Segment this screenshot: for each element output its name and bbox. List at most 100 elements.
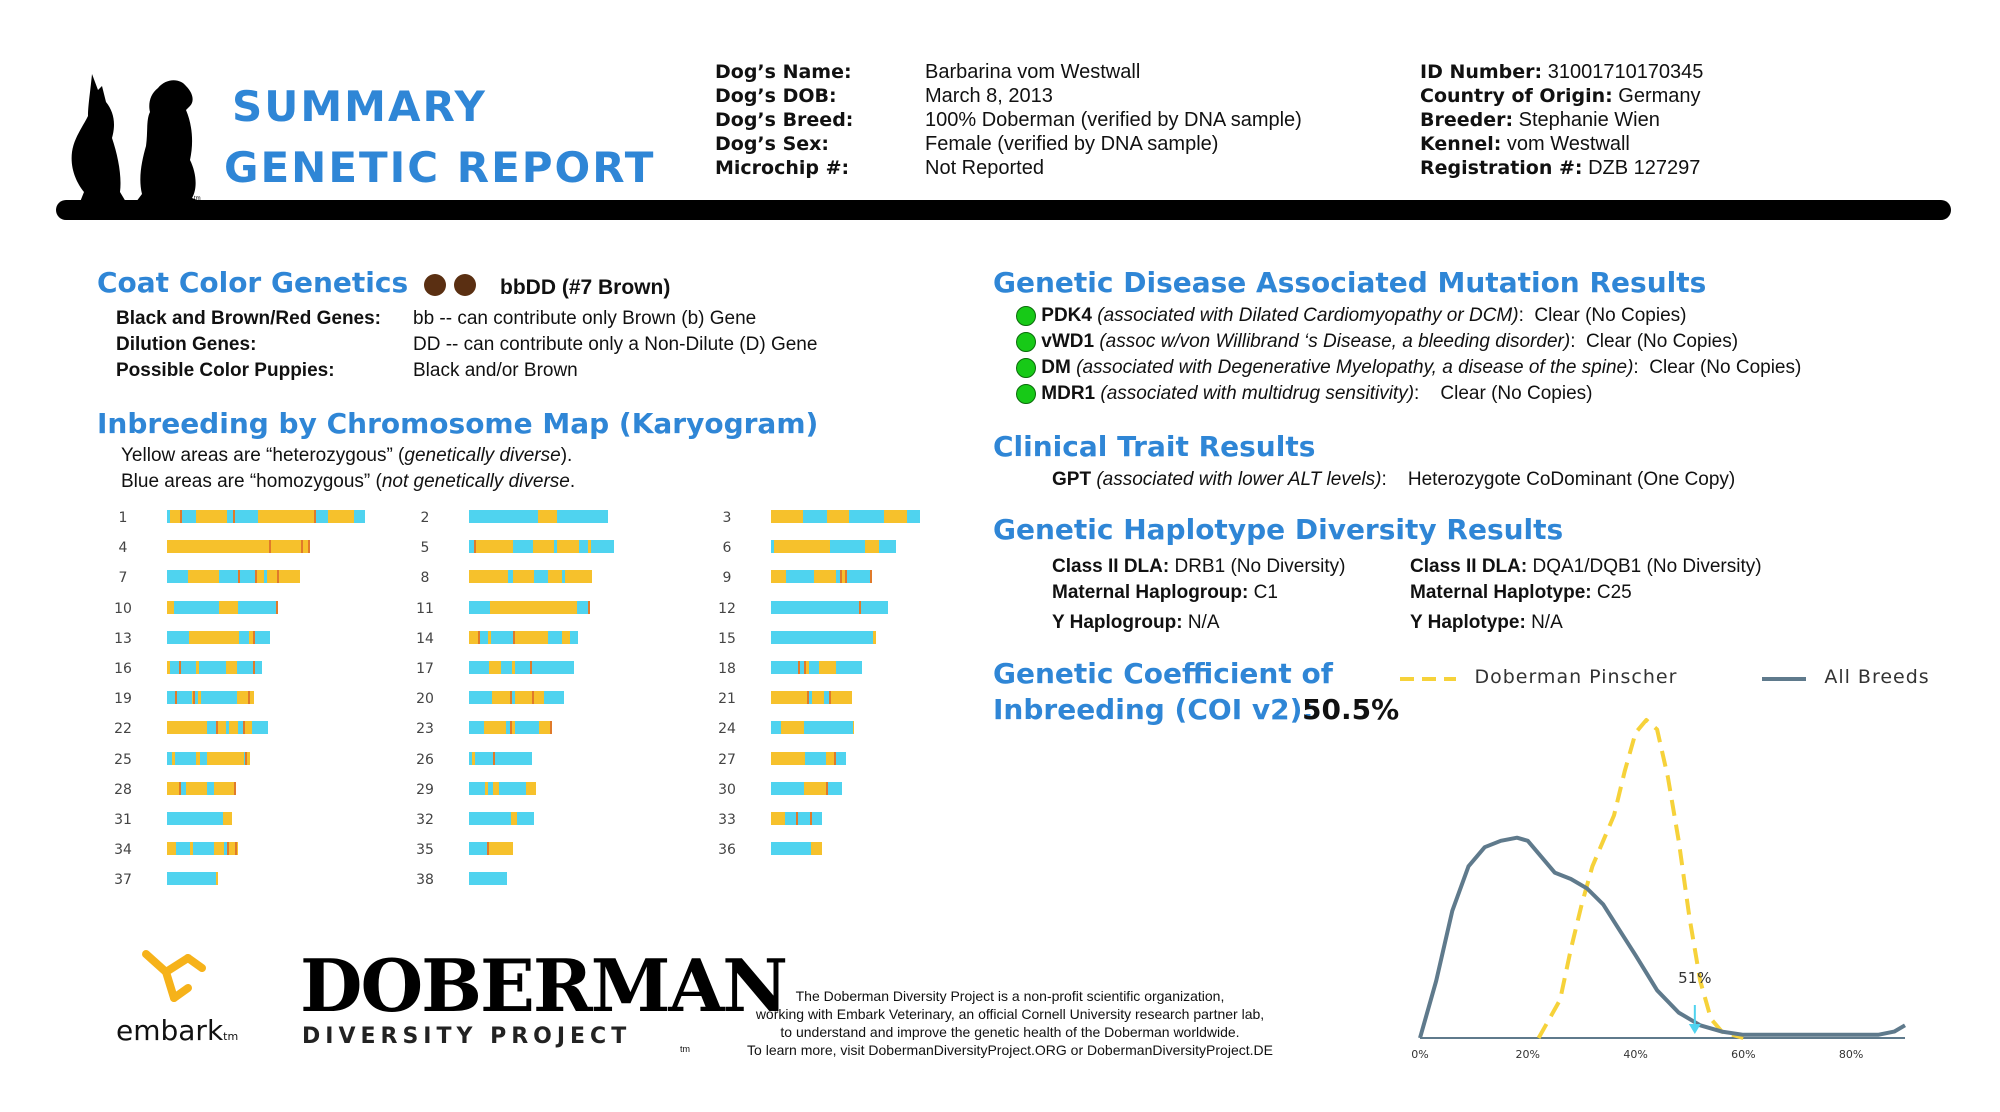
homozygous-segment xyxy=(191,812,201,825)
chromosome-bar xyxy=(167,691,254,705)
homozygous-segment xyxy=(167,812,191,825)
homozygous-segment xyxy=(809,691,812,705)
heterozygous-segment xyxy=(170,510,182,523)
heterozygous-segment xyxy=(790,751,794,765)
about-line: To learn more, visit DobermanDiversityPr… xyxy=(747,1042,1273,1058)
homozygous-segment xyxy=(803,510,808,523)
homozygous-segment xyxy=(573,510,591,523)
chromosome-bar xyxy=(771,570,872,584)
heterozygous-segment xyxy=(484,721,506,735)
homozygous-segment xyxy=(828,781,842,795)
homozygous-segment xyxy=(272,600,278,614)
homozygous-segment xyxy=(469,812,488,825)
heterozygous-segment xyxy=(806,661,809,674)
gene-name: MDR1 xyxy=(1041,383,1096,404)
homozygous-segment xyxy=(536,721,539,735)
chromosome-label: 8 xyxy=(420,570,430,587)
homozygous-segment xyxy=(469,781,478,795)
homozygous-segment xyxy=(473,842,489,856)
heterozygous-segment xyxy=(247,751,250,765)
x-tick-label: 60% xyxy=(1731,1048,1755,1061)
homozygous-segment xyxy=(871,600,888,614)
homozygous-segment xyxy=(508,570,513,584)
heterozygous-segment xyxy=(258,510,281,523)
gene-name: GPT xyxy=(1052,469,1092,490)
homozygous-segment xyxy=(907,510,920,523)
homozygous-segment xyxy=(469,540,476,554)
dog-info-values: Barbarina vom Westwall March 8, 2013 100… xyxy=(925,60,1302,180)
homozygous-segment xyxy=(591,510,608,523)
homozygous-segment xyxy=(255,661,262,674)
heterozygous-segment xyxy=(485,570,508,584)
homozygous-segment xyxy=(594,540,614,554)
heterozygous-segment xyxy=(172,751,175,765)
heterozygous-segment xyxy=(215,510,227,523)
homozygous-segment xyxy=(167,630,183,644)
heterozygous-segment xyxy=(267,570,279,584)
homozygous-segment xyxy=(252,721,268,735)
homozygous-segment xyxy=(244,751,247,765)
chromosome-bar xyxy=(771,842,822,856)
chromosome-label: 21 xyxy=(718,691,736,708)
doberman-logo-subtitle: DIVERSITY PROJECT xyxy=(302,1024,632,1049)
homozygous-segment xyxy=(808,510,827,523)
heterozygous-segment xyxy=(774,691,793,705)
heterozygous-segment xyxy=(529,630,536,644)
heterozygous-segment xyxy=(221,781,236,795)
legend-dashed-swatch xyxy=(1400,676,1456,681)
homozygous-segment xyxy=(771,661,786,674)
homozygous-segment xyxy=(475,600,490,614)
heterozygous-segment xyxy=(588,540,591,554)
homozygous-segment xyxy=(167,510,170,523)
clear-status-icon xyxy=(1016,331,1036,352)
homozygous-segment xyxy=(240,570,257,584)
disease-heading: Genetic Disease Associated Mutation Resu… xyxy=(993,266,1707,299)
chromosome-bar xyxy=(469,751,532,765)
homozygous-segment xyxy=(480,630,488,644)
chromosome-bar xyxy=(469,510,608,523)
homozygous-segment xyxy=(874,510,877,523)
chromosome-label: 3 xyxy=(722,510,732,526)
homozygous-segment xyxy=(522,812,534,825)
homozygous-segment xyxy=(809,661,819,674)
homozygous-segment xyxy=(849,510,870,523)
homozygous-segment xyxy=(557,510,570,523)
header-divider xyxy=(56,200,1951,220)
homozygous-segment xyxy=(219,570,240,584)
heterozygous-segment xyxy=(568,570,592,584)
coat-row-label: Black and Brown/Red Genes: xyxy=(116,308,382,329)
heterozygous-segment xyxy=(167,661,170,674)
heterozygous-segment xyxy=(831,691,852,705)
heterozygous-segment xyxy=(189,630,194,644)
coat-row-value: bb -- can contribute only Brown (b) Gene xyxy=(413,308,757,329)
heterozygous-segment xyxy=(308,510,316,523)
homozygous-segment xyxy=(771,721,781,735)
homozygous-segment xyxy=(200,751,207,765)
gene-name: DM xyxy=(1041,357,1071,378)
homozygous-segment xyxy=(591,540,594,554)
heterozygous-segment xyxy=(533,540,540,554)
heterozygous-segment xyxy=(198,781,207,795)
homozygous-segment xyxy=(475,751,491,765)
heterozygous-segment xyxy=(539,721,552,735)
heterozygous-segment xyxy=(548,570,562,584)
heterozygous-segment xyxy=(870,570,872,584)
coat-row-label: Possible Color Puppies: xyxy=(116,360,335,381)
heterozygous-segment xyxy=(217,630,239,644)
chromosome-bar xyxy=(469,630,578,644)
clinical-trait-row: GPT (associated with lower ALT levels): … xyxy=(1052,469,1735,491)
homozygous-segment xyxy=(354,510,365,523)
heterozygous-segment xyxy=(249,630,252,644)
heterozygous-segment xyxy=(783,570,786,584)
homozygous-segment xyxy=(515,721,536,735)
heterozygous-segment xyxy=(771,510,788,523)
heterozygous-segment xyxy=(194,630,217,644)
homozygous-segment xyxy=(316,510,322,523)
homozygous-segment xyxy=(877,510,884,523)
haplotype-value: N/A xyxy=(1531,612,1563,633)
homozygous-segment xyxy=(185,872,204,886)
chromosome-label: 37 xyxy=(114,872,132,889)
embark-label: embark xyxy=(116,1014,224,1047)
chromosome-label: 29 xyxy=(416,781,434,798)
heterozygous-segment xyxy=(771,570,783,584)
